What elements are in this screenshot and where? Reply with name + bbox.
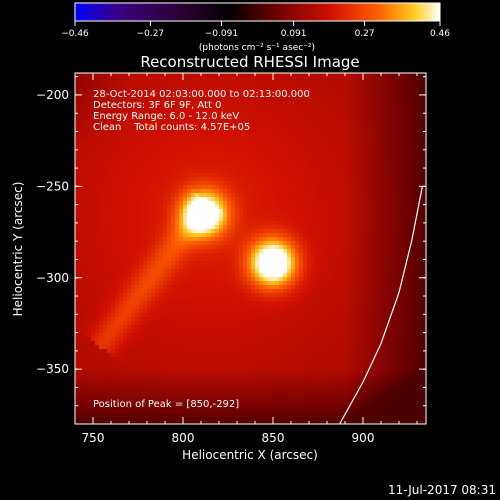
solar-limb-curve	[339, 186, 423, 424]
colorbar-tick-label: −0.27	[137, 29, 165, 39]
annotation-clean-counts: Clean Total counts: 4.57E+05	[93, 122, 250, 133]
x-tick-label: 850	[262, 431, 285, 445]
colorbar-tick-label: 0.27	[355, 29, 375, 39]
heatmap-image	[75, 73, 426, 424]
colorbar-tick-label: 0.091	[281, 29, 307, 39]
annotation-energy-range: Energy Range: 6.0 - 12.0 keV	[93, 111, 239, 122]
y-tick-label: −350	[36, 362, 69, 376]
plot-title: Reconstructed RHESSI Image	[140, 53, 359, 71]
x-tick-label: 900	[352, 431, 375, 445]
x-tick-label: 800	[172, 431, 195, 445]
colorbar-tick-label: −0.46	[61, 29, 89, 39]
y-axis-label: Heliocentric Y (arcsec)	[11, 182, 25, 317]
colorbar-tick-label: 0.46	[430, 29, 450, 39]
x-axis-label: Heliocentric X (arcsec)	[182, 448, 318, 462]
colorbar	[74, 2, 441, 22]
y-tick-label: −250	[36, 179, 69, 193]
annotation-time-range: 28-Oct-2014 02:03:00.000 to 02:13:00.000	[93, 89, 310, 100]
y-axis: −200 −250 −300 −350	[36, 76, 426, 407]
colorbar-units: (photons cm⁻² s⁻¹ asec⁻²)	[199, 43, 315, 53]
colorbar-tick-label: −0.091	[205, 29, 238, 39]
plot-frame	[74, 72, 427, 425]
y-tick-label: −300	[36, 271, 69, 285]
x-axis: 750 800 850 900	[82, 73, 418, 445]
y-tick-label: −200	[36, 88, 69, 102]
annotation-peak-position: Position of Peak = [850,-292]	[93, 399, 239, 410]
colorbar-ticks: −0.46 −0.27 −0.091 0.091 0.27 0.46	[61, 21, 450, 39]
x-tick-label: 750	[82, 431, 105, 445]
footer-timestamp: 11-Jul-2017 08:31	[388, 483, 496, 497]
annotation-detectors: Detectors: 3F 6F 9F, Att 0	[93, 100, 221, 111]
